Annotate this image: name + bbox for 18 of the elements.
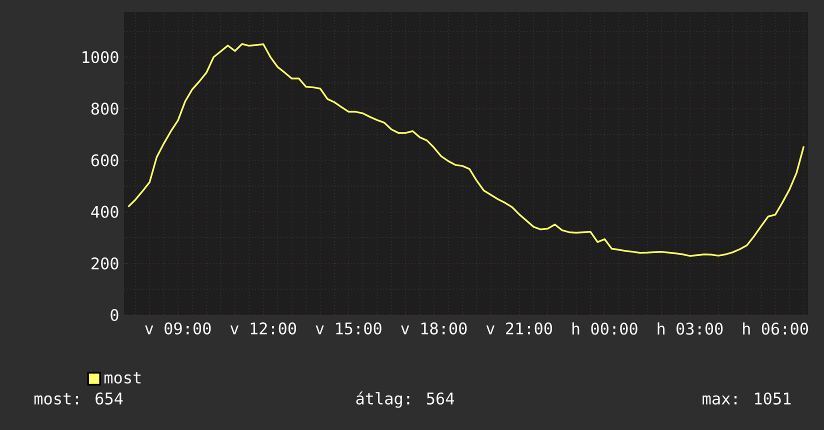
legend-label: most (104, 372, 141, 384)
x-tick-label: v 12:00 (230, 322, 296, 334)
y-tick-label: 200 (92, 257, 118, 270)
x-tick-label: h 00:00 (572, 322, 638, 335)
text: max: 1051 (702, 392, 791, 405)
x-tick-label: h 03:00 (658, 322, 723, 335)
x-tick-label: v 21:00 (486, 322, 552, 334)
y-tick-label: 600 (91, 154, 118, 166)
y-tick-label: 400 (91, 206, 118, 218)
text: átlag: 564 (356, 392, 454, 408)
text: most: 654 (34, 392, 123, 405)
x-tick-label: h 06:00 (743, 322, 808, 335)
x-tick-label: v 09:00 (145, 322, 211, 334)
y-tick-label: 1000 (82, 51, 118, 64)
y-tick-label: 800 (91, 102, 118, 115)
x-tick-label: v 15:00 (316, 322, 382, 334)
x-tick-label: v 18:00 (401, 322, 467, 334)
y-tick-label: 0 (110, 308, 118, 322)
